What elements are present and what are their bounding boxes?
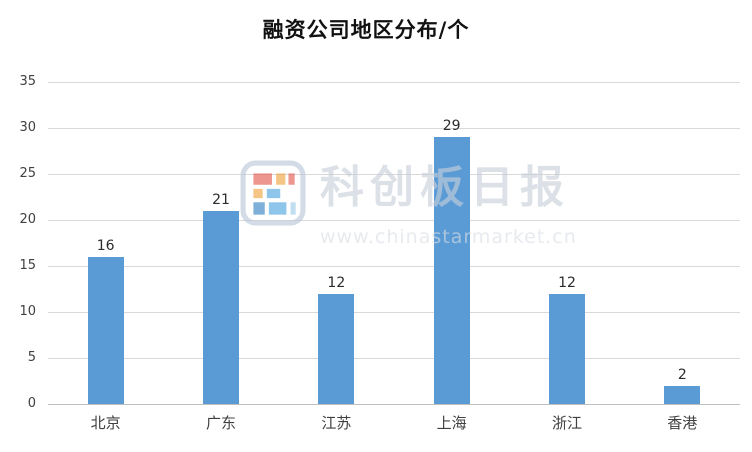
x-axis-label-香港: 香港: [667, 414, 698, 432]
bar: [202, 210, 239, 404]
y-tick-label: 10: [19, 304, 36, 320]
bar: [664, 385, 701, 404]
bar-slot-江苏: 12: [279, 82, 394, 404]
chart-title: 融资公司地区分布/个: [262, 18, 470, 42]
x-axis: 北京 广东 江苏 上海 浙江 香港: [48, 412, 740, 433]
bar-value-label: 12: [558, 274, 576, 291]
y-tick-label: 20: [19, 212, 36, 228]
bar-value-label: 21: [212, 191, 230, 208]
bar-slot-广东: 21: [163, 82, 278, 404]
bar: [318, 293, 355, 404]
y-tick-label: 30: [19, 120, 36, 135]
x-axis-label-广东: 广东: [205, 414, 236, 432]
y-tick-label: 15: [19, 258, 36, 273]
bar-value-label: 12: [327, 274, 346, 291]
bar: [433, 137, 470, 404]
y-tick-label: 35: [19, 74, 36, 89]
x-axis-label-上海: 上海: [436, 414, 467, 432]
plot-area: 16 21 12 29 12 2: [48, 82, 740, 405]
y-tick-label: 25: [19, 166, 36, 181]
x-axis-label-浙江: 浙江: [551, 414, 582, 432]
bar-slot-浙江: 12: [509, 82, 624, 404]
bar-value-label: 29: [442, 118, 461, 135]
bar: [87, 256, 124, 404]
bar-value-label: 2: [677, 366, 687, 383]
y-tick-label: 5: [27, 350, 36, 366]
bar-slot-上海: 29: [394, 82, 509, 404]
bar-value-label: 16: [96, 237, 115, 254]
y-tick-label: 0: [27, 396, 36, 411]
x-axis-label-江苏: 江苏: [321, 414, 352, 432]
x-axis-label-北京: 北京: [90, 414, 121, 432]
y-axis: 0 5 10 15 20 25 30 35: [8, 75, 42, 411]
bar-slot-北京: 16: [48, 82, 163, 404]
bar: [548, 293, 585, 404]
bar-slot-香港: 2: [625, 82, 740, 404]
